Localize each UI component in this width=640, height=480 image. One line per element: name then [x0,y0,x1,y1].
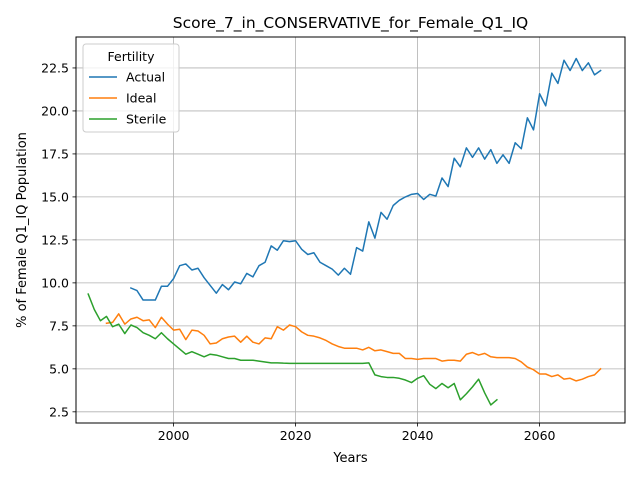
y-tick-label: 5.0 [49,361,69,376]
chart-title: Score_7_in_CONSERVATIVE_for_Female_Q1_IQ [173,14,528,33]
plot-frame [75,36,626,424]
y-tick-label: 7.5 [49,318,69,333]
series-line-sterile [87,293,498,406]
x-axis-label: Years [332,451,368,466]
y-tick-label: 12.5 [41,232,69,247]
y-tick-label: 15.0 [41,189,69,204]
series-line-actual [129,57,602,301]
legend: Fertility Actual Ideal Sterile [82,43,180,133]
legend-box [82,43,180,133]
series-line-ideal [105,313,602,382]
legend-label-sterile: Sterile [126,112,167,127]
x-tick-label: 2060 [524,428,556,443]
legend-items: Actual Ideal Sterile [89,70,167,127]
x-tick-label: 2000 [158,428,190,443]
y-axis-label: % of Female Q1_IQ Population [15,132,30,328]
x-tick-label: 2040 [402,428,434,443]
x-tick-label: 2020 [280,428,312,443]
y-tick-label: 20.0 [41,103,69,118]
legend-label-ideal: Ideal [126,91,156,106]
ticks: 2000 2020 2040 2060 2.5 5.0 7.5 10.0 12.5 15.0 17.… [41,60,555,443]
series-layer [87,57,602,406]
y-tick-label: 17.5 [41,146,69,161]
grid [76,37,625,423]
y-tick-label: 22.5 [41,60,69,75]
y-tick-label: 10.0 [41,275,69,290]
legend-title: Fertility [108,49,156,64]
legend-label-actual: Actual [126,70,165,85]
y-tick-label: 2.5 [49,404,69,419]
